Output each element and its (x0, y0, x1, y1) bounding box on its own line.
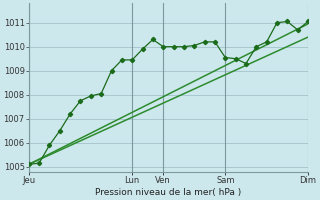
X-axis label: Pression niveau de la mer( hPa ): Pression niveau de la mer( hPa ) (95, 188, 242, 197)
